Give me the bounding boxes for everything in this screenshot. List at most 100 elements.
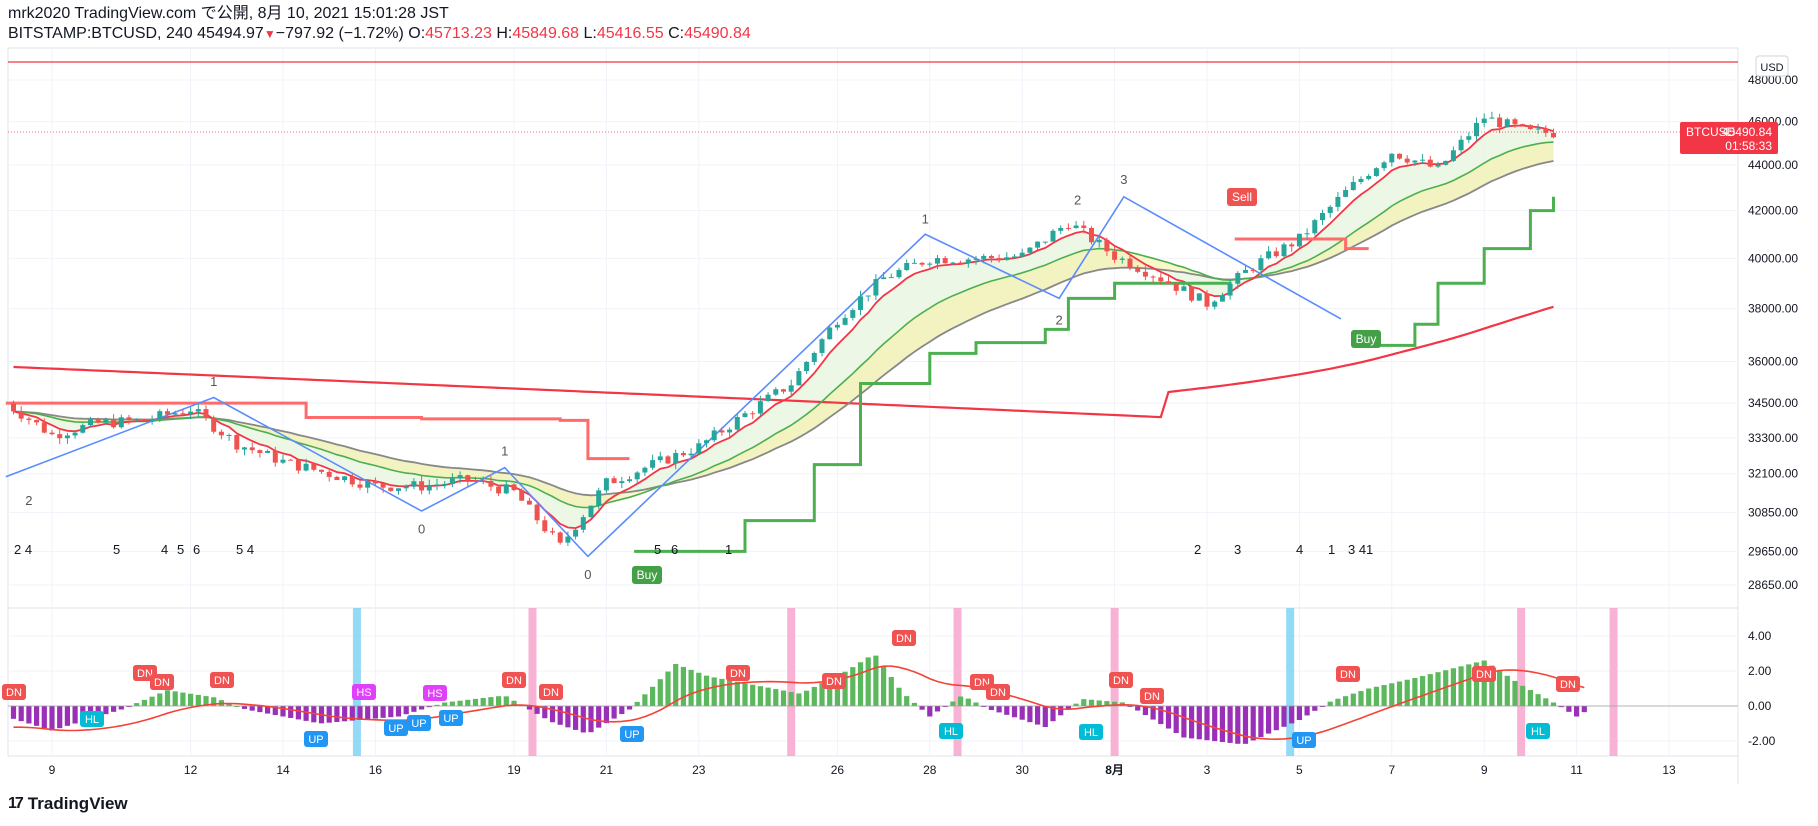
dn-tag-bg (2, 684, 26, 700)
histogram-bar (1396, 681, 1403, 706)
histogram-bar (626, 706, 633, 710)
time-tick-label: 21 (600, 763, 614, 777)
currency-badge[interactable] (1755, 55, 1789, 77)
histogram-bar (727, 680, 733, 706)
high-value: 45849.68 (512, 25, 580, 42)
candle-body (657, 456, 663, 461)
candle-body (842, 317, 848, 325)
histogram-bar (757, 686, 763, 706)
wave-label: 2 (1056, 313, 1063, 328)
histogram-bar (834, 675, 840, 706)
price-tick-label: 30850.00 (1748, 506, 1798, 520)
candle-body (442, 483, 448, 485)
candle-body (403, 486, 409, 489)
trailing-stop-green-2 (1373, 196, 1555, 347)
candle-body (380, 483, 386, 488)
candle-body (927, 263, 933, 265)
histogram-bar (164, 690, 171, 706)
histogram-bar (511, 700, 517, 706)
trailing-stop-red (5, 401, 630, 461)
histogram-bar (1042, 706, 1048, 727)
histogram-bar (134, 703, 140, 706)
candle-body (788, 385, 794, 392)
candle-body (1412, 160, 1418, 163)
count-label: 1 (1328, 542, 1335, 557)
candle-body (480, 481, 486, 483)
histogram-bar (1027, 706, 1033, 723)
candle-body (588, 505, 594, 518)
candle-body (727, 429, 733, 433)
histogram-bar (1497, 670, 1503, 706)
last-price-tag-symbol: BTCUSD (1686, 125, 1736, 139)
candle-body (596, 490, 602, 506)
histogram-bar (10, 706, 17, 719)
dn-tag-bg (210, 672, 234, 688)
candle-body (1343, 190, 1349, 197)
histogram-bar (842, 671, 848, 706)
dn-tag: DN (896, 633, 912, 645)
histogram-bar (1427, 674, 1433, 706)
candle-body (1489, 117, 1495, 119)
histogram-bar (526, 706, 532, 710)
low-label: L: (583, 25, 597, 42)
candle-body (172, 413, 178, 415)
histogram-bar (1150, 706, 1156, 720)
candle-body (141, 419, 147, 421)
footer-brand[interactable]: 17 TradingView (8, 794, 128, 814)
candle-body (465, 475, 471, 481)
histogram-bar (496, 696, 502, 706)
candle-body (126, 417, 132, 421)
candle-body (865, 295, 871, 297)
open-value: 45713.23 (425, 25, 492, 42)
candle-body (942, 258, 948, 264)
candle-body (411, 481, 417, 487)
histogram-bar (1366, 688, 1372, 706)
histogram-bar (811, 686, 817, 706)
histogram-bar (195, 694, 201, 706)
candle-body (650, 460, 656, 468)
candle-body (1397, 153, 1402, 159)
histogram-bar (1004, 706, 1010, 715)
histogram-bar (1581, 706, 1587, 713)
histogram-bar (634, 701, 640, 706)
histogram-bar (57, 706, 63, 729)
oscillator-pane[interactable] (7, 607, 1739, 757)
time-tick-label: 8月 (1105, 763, 1124, 777)
candle-body (349, 476, 355, 485)
candle-body (242, 447, 247, 450)
histogram-bar (64, 706, 70, 726)
high-label: H: (496, 25, 513, 42)
candle-body (719, 430, 725, 433)
trailing-stop-red-2 (1234, 237, 1369, 251)
histogram-bar (141, 699, 147, 706)
candle-body (742, 413, 748, 418)
candle-body (873, 279, 879, 296)
candle-body (357, 484, 363, 488)
candle-body (1104, 239, 1110, 252)
candle-body (1551, 132, 1556, 138)
candle-body (1212, 301, 1218, 307)
candle-body (372, 481, 378, 484)
histogram-bar (1481, 660, 1487, 706)
signal-highlight (953, 608, 962, 756)
histogram-bar (1296, 706, 1302, 720)
histogram-bar (411, 706, 417, 712)
candle-body (488, 481, 494, 487)
candle-body (1366, 175, 1372, 179)
axes: 48000.0046000.0044000.0042000.0040000.00… (49, 73, 1799, 777)
histogram-bar (180, 692, 186, 706)
candle-body (1543, 128, 1549, 133)
candle-body (1042, 241, 1048, 243)
candle-body (996, 258, 1002, 261)
up-tag: UP (411, 718, 426, 730)
candle-body (334, 476, 340, 481)
candle-body (565, 536, 571, 543)
mid-ma-line (13, 141, 1554, 509)
candle-body (1181, 286, 1187, 291)
histogram-bar (580, 706, 586, 733)
symbol-label[interactable]: BITSTAMP:BTCUSD, 240 (8, 25, 193, 42)
candle-body (1404, 158, 1410, 163)
histogram-bar (1158, 706, 1164, 725)
